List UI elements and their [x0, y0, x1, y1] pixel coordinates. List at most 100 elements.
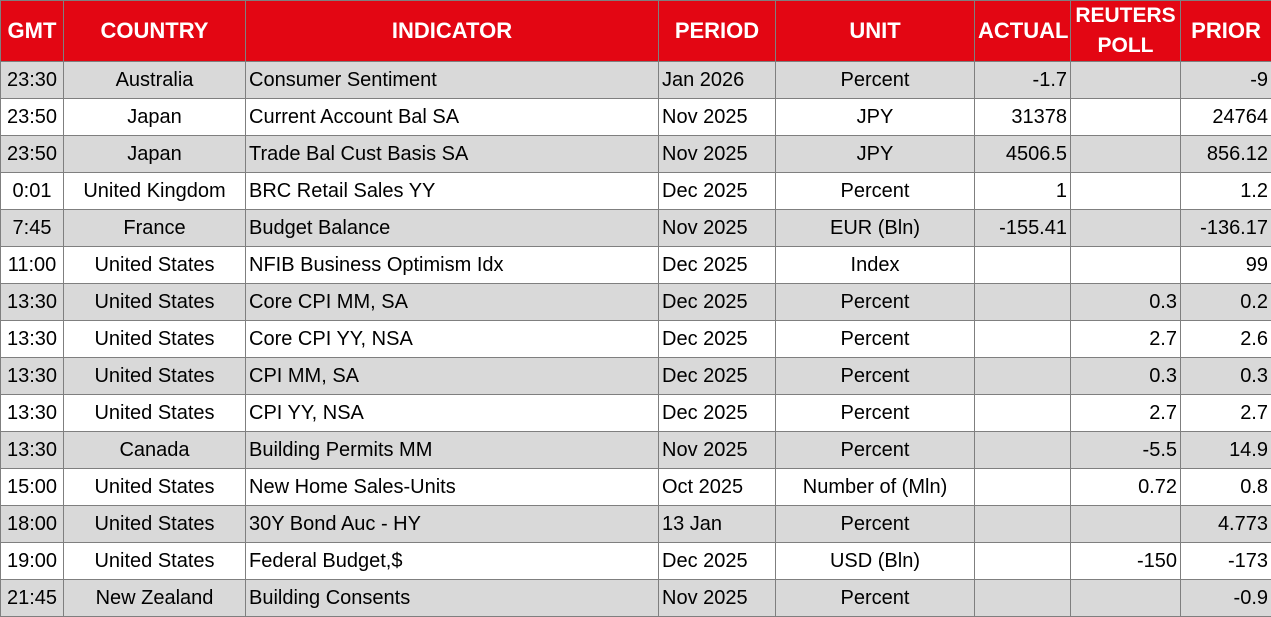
cell-actual	[974, 320, 1071, 358]
table-row: 19:00 United States Federal Budget,$ Dec…	[0, 542, 1271, 580]
cell-unit: Index	[775, 246, 975, 284]
cell-prior: 1.2	[1180, 172, 1271, 210]
header-poll-line1: REUTERS	[1075, 4, 1176, 27]
cell-indicator: NFIB Business Optimism Idx	[245, 246, 659, 284]
cell-actual	[974, 542, 1071, 580]
cell-period: Dec 2025	[658, 283, 776, 321]
cell-gmt: 11:00	[0, 246, 64, 284]
cell-period: Nov 2025	[658, 135, 776, 173]
cell-period: Nov 2025	[658, 579, 776, 617]
cell-reuters-poll	[1070, 135, 1181, 173]
cell-reuters-poll: -5.5	[1070, 431, 1181, 469]
cell-actual	[974, 579, 1071, 617]
cell-reuters-poll	[1070, 61, 1181, 99]
table-row: 13:30 Canada Building Permits MM Nov 202…	[0, 431, 1271, 469]
cell-unit: Percent	[775, 505, 975, 543]
cell-indicator: Budget Balance	[245, 209, 659, 247]
cell-indicator: Consumer Sentiment	[245, 61, 659, 99]
table-row: 21:45 New Zealand Building Consents Nov …	[0, 579, 1271, 617]
cell-gmt: 18:00	[0, 505, 64, 543]
cell-indicator: Core CPI MM, SA	[245, 283, 659, 321]
cell-period: 13 Jan	[658, 505, 776, 543]
cell-period: Nov 2025	[658, 209, 776, 247]
cell-prior: -9	[1180, 61, 1271, 99]
cell-indicator: Federal Budget,$	[245, 542, 659, 580]
cell-reuters-poll: 2.7	[1070, 394, 1181, 432]
cell-unit: JPY	[775, 98, 975, 136]
cell-gmt: 23:30	[0, 61, 64, 99]
cell-reuters-poll: 2.7	[1070, 320, 1181, 358]
cell-prior: 0.2	[1180, 283, 1271, 321]
cell-prior: 0.3	[1180, 357, 1271, 395]
cell-prior: -0.9	[1180, 579, 1271, 617]
cell-gmt: 7:45	[0, 209, 64, 247]
cell-period: Nov 2025	[658, 431, 776, 469]
cell-country: United States	[63, 320, 246, 358]
cell-gmt: 15:00	[0, 468, 64, 506]
cell-period: Jan 2026	[658, 61, 776, 99]
cell-indicator: Building Consents	[245, 579, 659, 617]
cell-country: Japan	[63, 98, 246, 136]
header-row: GMT COUNTRY INDICATOR PERIOD UNIT ACTUAL…	[0, 0, 1271, 62]
cell-unit: EUR (Bln)	[775, 209, 975, 247]
header-indicator: INDICATOR	[245, 0, 659, 62]
header-country: COUNTRY	[63, 0, 246, 62]
cell-reuters-poll: 0.72	[1070, 468, 1181, 506]
header-poll-line2: POLL	[1097, 34, 1154, 57]
table-row: 13:30 United States Core CPI MM, SA Dec …	[0, 283, 1271, 321]
table-row: 0:01 United Kingdom BRC Retail Sales YY …	[0, 172, 1271, 210]
cell-indicator: Core CPI YY, NSA	[245, 320, 659, 358]
cell-period: Dec 2025	[658, 320, 776, 358]
cell-actual	[974, 283, 1071, 321]
cell-indicator: BRC Retail Sales YY	[245, 172, 659, 210]
cell-unit: JPY	[775, 135, 975, 173]
cell-prior: 2.7	[1180, 394, 1271, 432]
cell-period: Dec 2025	[658, 172, 776, 210]
cell-reuters-poll	[1070, 246, 1181, 284]
cell-actual: 1	[974, 172, 1071, 210]
table-row: 11:00 United States NFIB Business Optimi…	[0, 246, 1271, 284]
cell-country: Japan	[63, 135, 246, 173]
cell-gmt: 19:00	[0, 542, 64, 580]
cell-country: France	[63, 209, 246, 247]
cell-country: Canada	[63, 431, 246, 469]
cell-indicator: CPI MM, SA	[245, 357, 659, 395]
cell-unit: Number of (Mln)	[775, 468, 975, 506]
cell-unit: Percent	[775, 61, 975, 99]
cell-country: United States	[63, 394, 246, 432]
cell-gmt: 13:30	[0, 320, 64, 358]
cell-prior: 0.8	[1180, 468, 1271, 506]
cell-period: Dec 2025	[658, 246, 776, 284]
table-row: 23:30 Australia Consumer Sentiment Jan 2…	[0, 61, 1271, 99]
cell-unit: USD (Bln)	[775, 542, 975, 580]
cell-unit: Percent	[775, 431, 975, 469]
cell-country: Australia	[63, 61, 246, 99]
cell-unit: Percent	[775, 394, 975, 432]
cell-country: United States	[63, 542, 246, 580]
cell-prior: -136.17	[1180, 209, 1271, 247]
table-row: 23:50 Japan Current Account Bal SA Nov 2…	[0, 98, 1271, 136]
cell-unit: Percent	[775, 357, 975, 395]
cell-prior: -173	[1180, 542, 1271, 580]
cell-actual: -155.41	[974, 209, 1071, 247]
cell-indicator: Trade Bal Cust Basis SA	[245, 135, 659, 173]
cell-country: United States	[63, 246, 246, 284]
cell-prior: 4.773	[1180, 505, 1271, 543]
cell-actual	[974, 357, 1071, 395]
cell-country: United States	[63, 283, 246, 321]
cell-reuters-poll	[1070, 172, 1181, 210]
cell-indicator: 30Y Bond Auc - HY	[245, 505, 659, 543]
cell-gmt: 13:30	[0, 394, 64, 432]
table-row: 13:30 United States CPI YY, NSA Dec 2025…	[0, 394, 1271, 432]
cell-actual: 31378	[974, 98, 1071, 136]
cell-unit: Percent	[775, 579, 975, 617]
cell-unit: Percent	[775, 283, 975, 321]
cell-period: Nov 2025	[658, 98, 776, 136]
table-row: 15:00 United States New Home Sales-Units…	[0, 468, 1271, 506]
table-row: 13:30 United States CPI MM, SA Dec 2025 …	[0, 357, 1271, 395]
table-row: 13:30 United States Core CPI YY, NSA Dec…	[0, 320, 1271, 358]
cell-prior: 24764	[1180, 98, 1271, 136]
header-actual: ACTUAL	[974, 0, 1071, 62]
cell-country: United States	[63, 505, 246, 543]
